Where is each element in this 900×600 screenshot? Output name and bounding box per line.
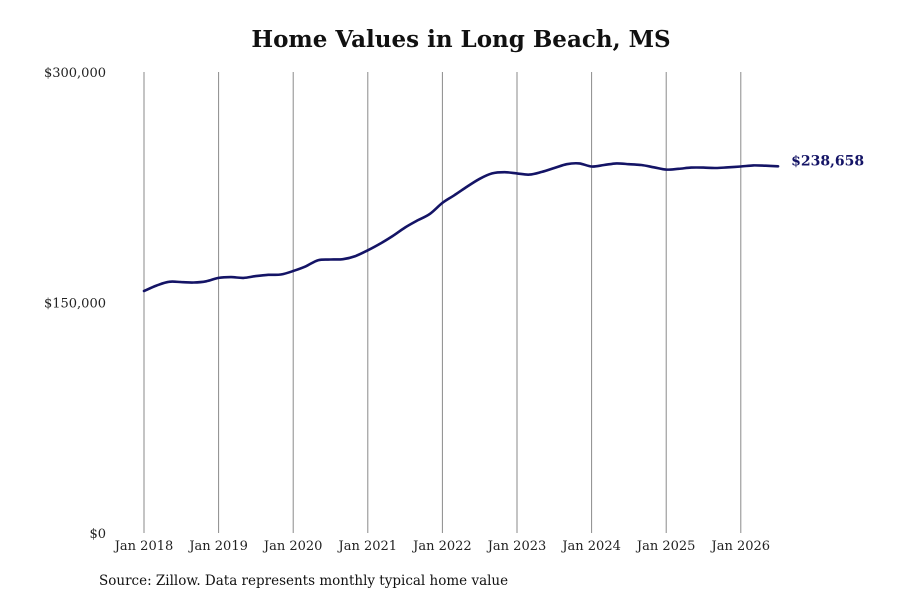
x-tick-label: Jan 2026 [710, 539, 771, 554]
x-tick-label: Jan 2018 [113, 539, 174, 554]
x-tick-label: Jan 2019 [187, 539, 248, 554]
x-tick-label: Jan 2023 [486, 539, 547, 554]
y-tick-label: $300,000 [44, 66, 106, 81]
x-axis-tick-labels: Jan 2018 Jan 2019 Jan 2020 Jan 2021 Jan 2022… [113, 539, 770, 554]
x-tick-label: Jan 2022 [411, 539, 472, 554]
x-tick-label: Jan 2024 [560, 539, 621, 554]
y-tick-label: $0 [89, 527, 106, 542]
chart-title: Home Values in Long Beach, MS [251, 26, 671, 53]
vertical-gridlines [143, 72, 742, 533]
series-line [142, 161, 780, 293]
x-tick-label: Jan 2021 [337, 539, 398, 554]
y-tick-label: $150,000 [44, 297, 106, 312]
source-note: Source: Zillow. Data represents monthly … [99, 573, 509, 589]
series-layer: $238,658 [142, 153, 864, 293]
y-axis-tick-labels: $0 $150,000 $300,000 [44, 66, 106, 542]
end-value-label: $238,658 [791, 153, 864, 169]
x-tick-label: Jan 2025 [635, 539, 696, 554]
x-tick-label: Jan 2020 [262, 539, 323, 554]
